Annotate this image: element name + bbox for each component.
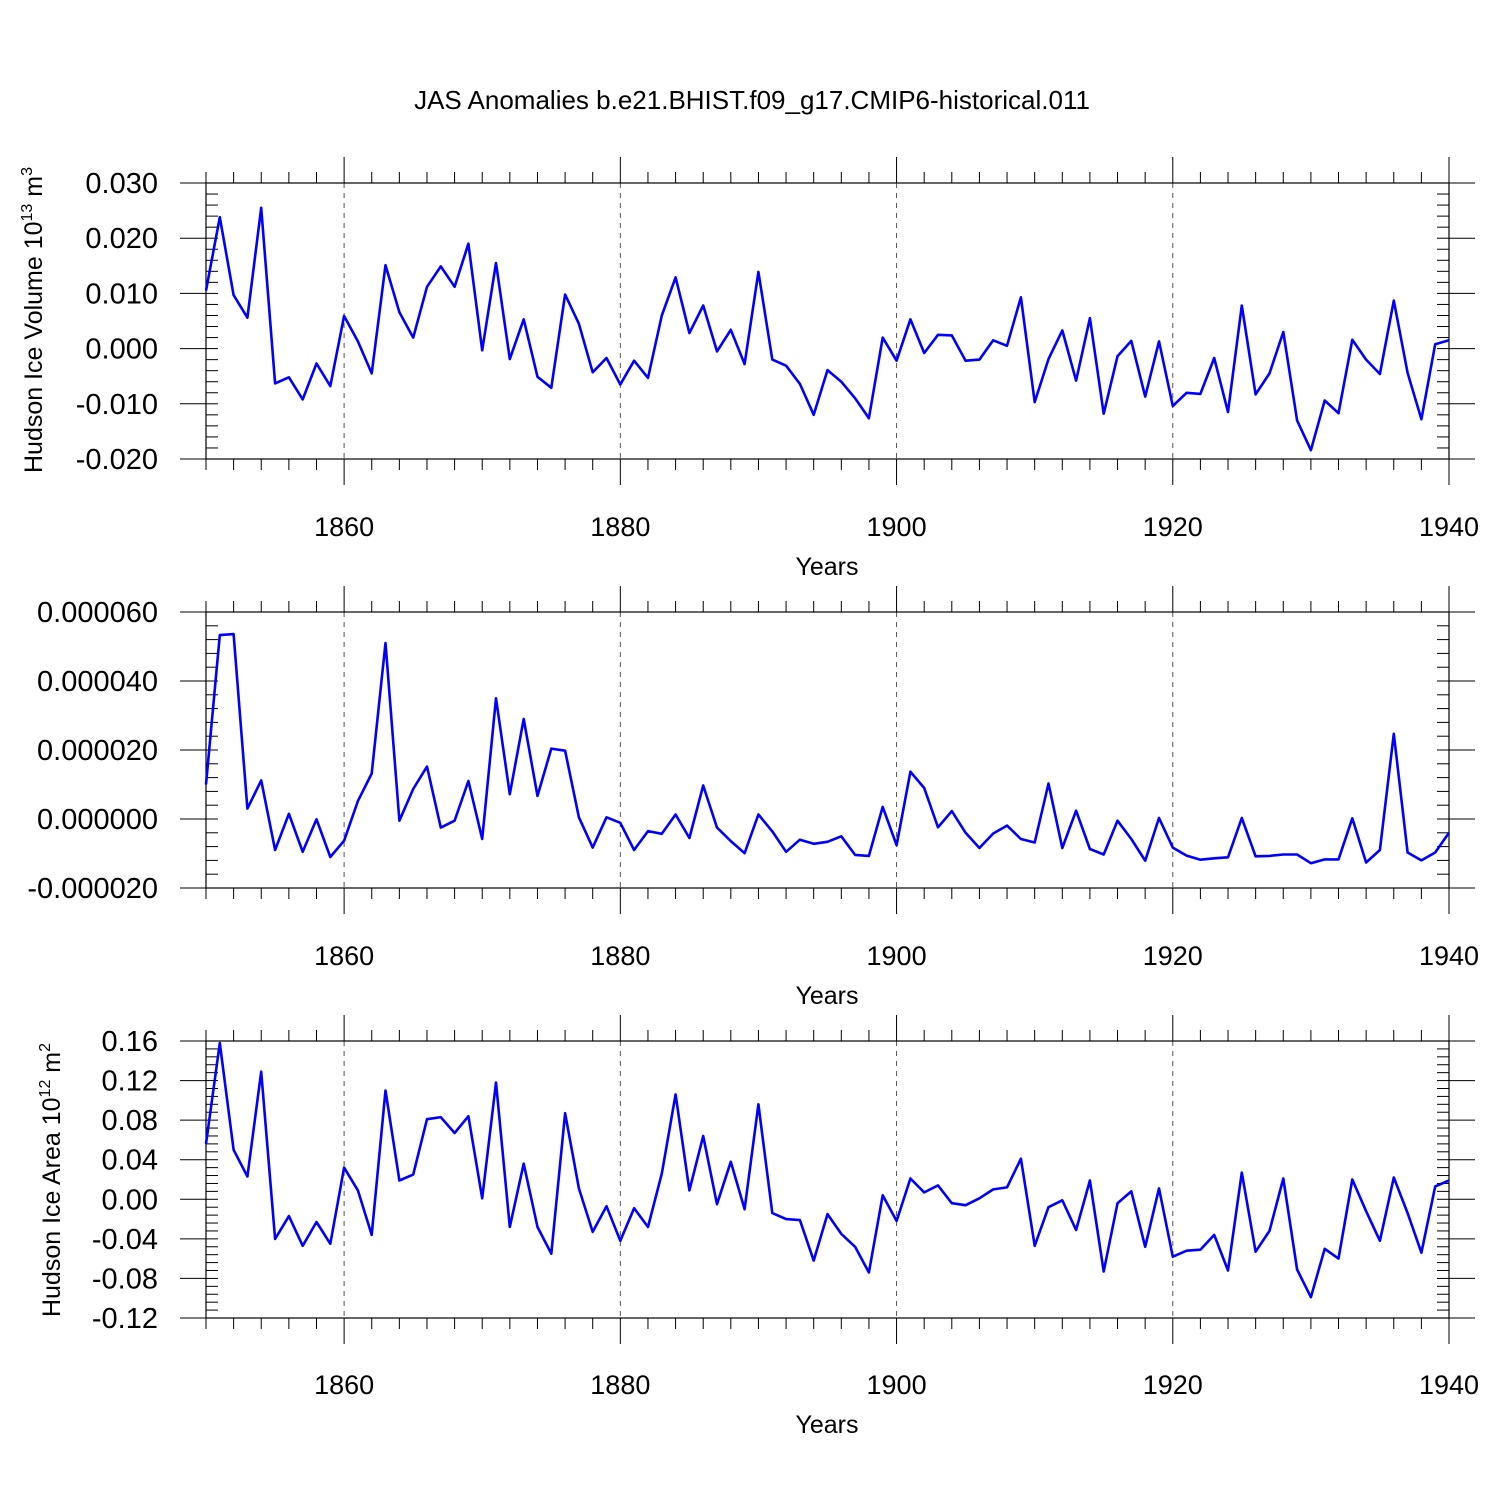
ice-volume-x-axis-label: Years xyxy=(795,553,858,581)
panel-2-y-tick-label-2: 0.000020 xyxy=(37,735,158,767)
panel-2-x-tick-label-1920: 1920 xyxy=(1143,941,1203,971)
panel-2-x-tick-label-1900: 1900 xyxy=(867,941,927,971)
ice-area-x-tick-label-1940: 1940 xyxy=(1419,1370,1479,1400)
ice-area-plot-frame xyxy=(205,1040,1450,1319)
ice-area-y-tick-label-3: 0.00 xyxy=(102,1184,158,1216)
ice-area-x-tick-label-1860: 1860 xyxy=(314,1370,374,1400)
panel-2-y-tick-label-3: 0.000040 xyxy=(37,666,158,698)
ice-volume-x-tick-label-1920: 1920 xyxy=(1143,512,1203,542)
chart-title: JAS Anomalies b.e21.BHIST.f09_g17.CMIP6-… xyxy=(414,85,1090,115)
panel-2-y-tick-label-1: 0.000000 xyxy=(37,804,158,836)
ice-area-y-tick-label-2: -0.04 xyxy=(92,1224,158,1256)
ice-volume-series-line xyxy=(204,206,1450,452)
ice-volume-x-tick-label-1880: 1880 xyxy=(590,512,650,542)
panel-2-x-tick-label-1860: 1860 xyxy=(314,941,374,971)
ice-volume-y-tick-label-1: -0.010 xyxy=(76,389,158,421)
ice-area-y-tick-label-5: 0.08 xyxy=(102,1105,158,1137)
ice-area-y-tick-label-7: 0.16 xyxy=(102,1026,158,1058)
ice-volume-y-axis-label: Hudson Ice Volume 1013 m3 xyxy=(19,167,48,473)
panel-2-y-tick-label-4: 0.000060 xyxy=(37,597,158,629)
panel-2-y-tick-label-0: -0.000020 xyxy=(27,873,158,905)
ice-volume-plot-frame xyxy=(205,182,1450,460)
panel-2: Years 1860 1880 1900 1920 1940 -0.000020 0.000… xyxy=(27,586,1479,1010)
ice-volume-x-tick-label-1860: 1860 xyxy=(314,512,374,542)
ice-area-y-tick-label-0: -0.12 xyxy=(92,1303,158,1335)
ice-area-y-tick-label-1: -0.08 xyxy=(92,1263,158,1295)
ice-area-y-axis-label: Hudson Ice Area 1012 m2 xyxy=(37,1043,66,1317)
ice-area-y-tick-label-4: 0.04 xyxy=(102,1145,158,1177)
panel-2-x-tick-label-1940: 1940 xyxy=(1419,941,1479,971)
ice-area-x-tick-label-1920: 1920 xyxy=(1143,1370,1203,1400)
ice-volume-y-tick-label-4: 0.020 xyxy=(85,223,158,255)
ice-volume-x-tick-label-1940: 1940 xyxy=(1419,512,1479,542)
panel-2-series-line xyxy=(204,632,1451,865)
ice-volume-x-tick-label-1900: 1900 xyxy=(867,512,927,542)
panel-2-x-tick-label-1880: 1880 xyxy=(590,941,650,971)
ice-volume-y-tick-label-2: 0.000 xyxy=(85,334,158,366)
ice-area-series-line xyxy=(204,1041,1450,1299)
ice-volume-y-tick-label-5: 0.030 xyxy=(85,168,158,200)
ice-volume-y-tick-label-0: -0.020 xyxy=(76,444,158,476)
ice-area-y-tick-label-6: 0.12 xyxy=(102,1066,158,1098)
ice-volume-y-tick-label-3: 0.010 xyxy=(85,278,158,310)
ice-area-x-tick-label-1900: 1900 xyxy=(867,1370,927,1400)
ice-area-x-axis-label: Years xyxy=(795,1411,858,1439)
ice-area-panel: Hudson Ice Area 1012 m2 Years 1860 1880 19… xyxy=(37,1015,1479,1439)
panel-2-x-axis-label: Years xyxy=(795,982,858,1010)
ice-area-x-tick-label-1880: 1880 xyxy=(590,1370,650,1400)
ice-volume-panel: Hudson Ice Volume 1013 m3 Years 1860 1880… xyxy=(19,157,1479,581)
